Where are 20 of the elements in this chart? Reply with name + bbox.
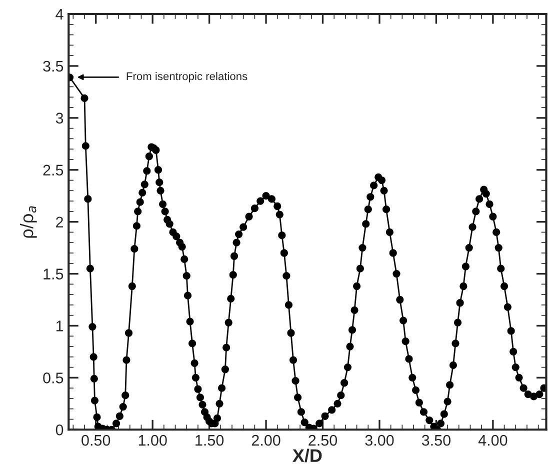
y-tick-label: 0 <box>56 424 64 436</box>
x-tick-label: 1.50 <box>196 434 224 446</box>
annotation: From isentropic relations <box>126 72 248 82</box>
x-tick-label: 2.50 <box>308 434 338 446</box>
y-tick-label: 1.5 <box>44 268 64 280</box>
x-tick-label: 3.00 <box>365 434 394 446</box>
y-tick-label: 1 <box>56 320 64 332</box>
x-axis-title: X/D <box>292 448 322 462</box>
x-tick-label: 4.00 <box>478 434 508 446</box>
x-tick-label: 3.50 <box>422 434 450 446</box>
y-tick-label: 4 <box>56 9 64 20</box>
y-tick-label: 3.5 <box>43 60 64 72</box>
x-tick-label: 1.00 <box>138 434 167 446</box>
y-tick-label: 3 <box>56 112 64 124</box>
y-tick-label: 2 <box>56 216 63 228</box>
y-axis-title: ρ/ρ$_{a}$ <box>20 206 37 238</box>
x-tick-label: 2.00 <box>252 434 280 446</box>
y-tick-label: 0.5 <box>43 372 64 384</box>
x-tick-label: 0.50 <box>82 434 110 446</box>
y-tick-label: 2.5 <box>43 164 64 176</box>
